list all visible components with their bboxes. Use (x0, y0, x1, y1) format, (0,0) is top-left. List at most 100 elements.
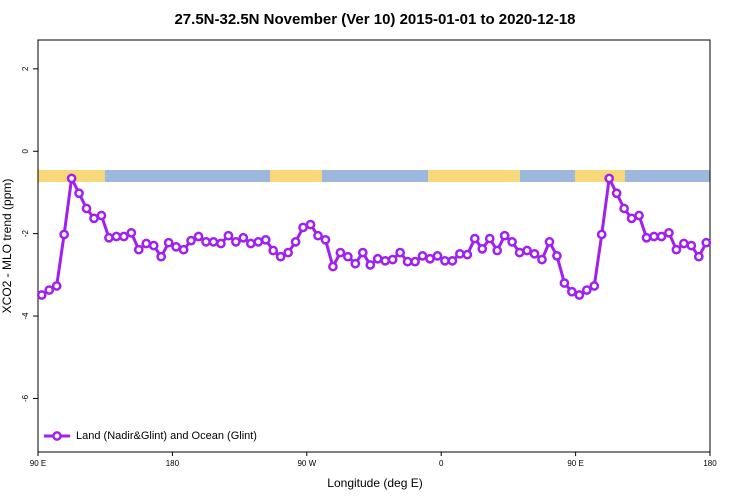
data-point (656, 231, 667, 242)
data-point (51, 281, 62, 291)
data-point (522, 245, 532, 256)
data-point (417, 251, 428, 261)
data-point (74, 188, 84, 199)
data-point (387, 254, 398, 265)
data-point (440, 255, 450, 266)
data-point (514, 247, 525, 258)
data-point (328, 261, 338, 272)
data-point (253, 237, 264, 247)
data-point (89, 213, 99, 224)
data-point (425, 253, 435, 264)
data-point (634, 210, 644, 221)
x-tick-label: 90 E (30, 459, 46, 468)
data-point (649, 231, 659, 242)
data-point (402, 256, 413, 267)
data-point (350, 258, 361, 269)
data-point (223, 230, 234, 241)
data-point (604, 173, 615, 184)
data-point (410, 256, 420, 267)
data-point (641, 232, 652, 243)
data-point (283, 247, 293, 258)
data-point (59, 229, 69, 240)
data-point (589, 281, 600, 291)
data-point (357, 247, 368, 258)
x-tick-label: 180 (166, 459, 180, 468)
data-point (141, 238, 152, 249)
x-axis-label: Longitude (deg E) (327, 476, 422, 490)
data-point (462, 249, 473, 260)
data-point (208, 237, 219, 247)
data-point (537, 254, 547, 265)
data-point (44, 285, 55, 295)
y-tick-label: -4 (21, 312, 30, 320)
legend-marker (52, 431, 62, 441)
data-point (275, 251, 286, 262)
data-point (484, 233, 495, 244)
data-point (671, 244, 682, 255)
data-point (343, 251, 353, 262)
data-point (313, 230, 323, 241)
y-tick-label: -6 (21, 394, 30, 402)
data-point (305, 219, 316, 230)
data-point (477, 244, 488, 254)
data-point (126, 227, 137, 238)
data-point (693, 251, 704, 262)
x-tick-label: 0 (439, 459, 444, 468)
data-point (455, 248, 465, 259)
data-point (260, 234, 271, 245)
data-point (238, 232, 249, 243)
data-point (552, 251, 562, 261)
data-point (559, 278, 570, 288)
data-point (119, 231, 129, 242)
legend-label: Land (Nadir&Glint) and Ocean (Glint) (76, 430, 257, 442)
data-point (171, 241, 181, 252)
data-point (529, 248, 540, 259)
data-point (380, 255, 391, 266)
data-line (40, 173, 708, 297)
data-point (231, 237, 241, 247)
data-point (619, 203, 629, 214)
x-tick-label: 180 (703, 459, 717, 468)
data-point (36, 290, 47, 300)
data-point (664, 227, 674, 238)
data-point (186, 235, 196, 246)
data-point (268, 245, 279, 256)
data-point (492, 245, 503, 256)
y-tick-label: 0 (21, 148, 30, 153)
data-point (81, 203, 92, 214)
plot-frame (37, 39, 711, 453)
data-point (567, 286, 577, 297)
data-point (133, 244, 144, 255)
data-point (163, 237, 174, 248)
data-point (365, 260, 376, 270)
data-point (66, 173, 77, 184)
x-tick-label: 90 W (297, 459, 316, 468)
data-point (626, 213, 637, 224)
data-point (469, 233, 480, 244)
data-point (111, 231, 122, 242)
data-point (686, 240, 697, 251)
data-point (104, 232, 114, 243)
data-point (335, 247, 346, 258)
data-point (611, 188, 622, 199)
data-point (432, 251, 443, 261)
data-point (679, 238, 689, 249)
data-point (298, 222, 308, 233)
data-point (178, 244, 189, 255)
data-point (499, 230, 510, 241)
data-point (581, 285, 592, 295)
data-point (320, 234, 331, 245)
data-point (245, 238, 256, 249)
x-tick-label: 90 E (567, 459, 583, 468)
data-point (395, 247, 405, 258)
data-point (596, 229, 607, 240)
data-point (507, 237, 517, 247)
data-point (372, 253, 383, 264)
data-point (447, 255, 458, 266)
data-point (574, 290, 585, 300)
y-tick-label: 2 (21, 66, 30, 71)
data-point (156, 251, 167, 262)
data-point (290, 237, 301, 247)
data-point (544, 237, 555, 247)
